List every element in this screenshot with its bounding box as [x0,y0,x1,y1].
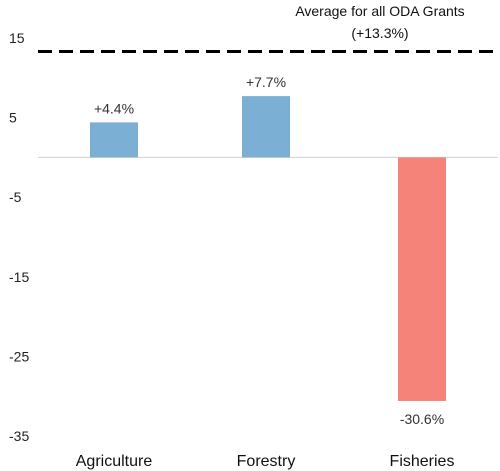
bars [90,96,446,401]
bar-forestry [242,96,290,158]
bar-fisheries [398,157,446,401]
y-tick-label: 15 [9,30,25,46]
data-label-agriculture: +4.4% [94,100,134,116]
y-tick-label: -35 [9,428,29,444]
category-label-agriculture: Agriculture [76,453,153,470]
y-axis-ticks: 15 5 -5 -15 -25 -35 [9,30,29,444]
data-label-fisheries: -30.6% [400,411,444,427]
reference-line-value-label: (+13.3%) [351,25,408,41]
category-labels: Agriculture Forestry Fisheries [76,453,455,470]
data-labels: +4.4% +7.7% -30.6% [94,74,444,427]
y-tick-label: -15 [9,269,29,285]
y-tick-label: 5 [9,110,17,126]
y-tick-label: -25 [9,348,29,364]
category-label-fisheries: Fisheries [390,453,455,470]
data-label-forestry: +7.7% [246,74,286,90]
reference-line-label: Average for all ODA Grants [295,3,464,19]
bar-agriculture [90,122,138,158]
category-label-forestry: Forestry [237,453,296,470]
y-tick-label: -5 [9,189,22,205]
